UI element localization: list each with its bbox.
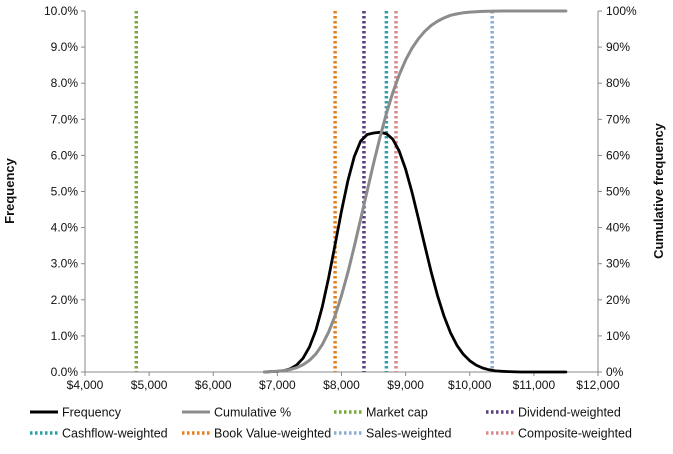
- y-tick-label: 2.0%: [51, 293, 79, 307]
- y2-tick-label: 90%: [606, 40, 630, 54]
- x-tick-label: $6,000: [195, 378, 232, 392]
- legend-label: Cumulative %: [214, 406, 291, 420]
- y2-tick-label: 70%: [606, 112, 630, 126]
- y-tick-label: 5.0%: [51, 185, 79, 199]
- y-tick-label: 1.0%: [51, 329, 79, 343]
- y2-tick-label: 20%: [606, 293, 630, 307]
- y2-tick-label: 100%: [606, 4, 637, 18]
- legend-item-book-value-weighted: Book Value-weighted: [182, 427, 331, 441]
- legend-item-frequency: Frequency: [30, 406, 122, 420]
- legend-item-composite-weighted: Composite-weighted: [486, 427, 632, 441]
- legend-item-sales-weighted: Sales-weighted: [334, 427, 452, 441]
- y2-tick-label: 80%: [606, 76, 630, 90]
- legend-label: Market cap: [366, 406, 428, 420]
- y-tick-label: 7.0%: [51, 112, 79, 126]
- reference-lines-layer: [134, 11, 494, 372]
- legend-item-market-cap: Market cap: [334, 406, 428, 420]
- legend-label: Book Value-weighted: [214, 427, 331, 441]
- legend: Frequency Cumulative % Market cap Dividend-…: [30, 406, 632, 441]
- legend-label: Cashflow-weighted: [62, 427, 168, 441]
- x-tick-label: $8,000: [323, 378, 360, 392]
- y2-tick-label: 30%: [606, 257, 630, 271]
- y2-tick-label: 40%: [606, 221, 630, 235]
- series-layer: [263, 9, 568, 374]
- tick-labels-layer: $4,000 $5,000 $6,000 $7,000 $8,000 $9,000 $10,…: [44, 4, 637, 392]
- x-tick-label: $12,000: [576, 378, 620, 392]
- y2-tick-label: 50%: [606, 185, 630, 199]
- y-tick-label: 4.0%: [51, 221, 79, 235]
- y2-tick-label: 60%: [606, 148, 630, 162]
- legend-label: Sales-weighted: [366, 427, 452, 441]
- y-tick-label: 10.0%: [44, 4, 78, 18]
- series-line-cumulative: [263, 9, 568, 374]
- legend-label: Composite-weighted: [518, 427, 632, 441]
- x-tick-label: $7,000: [259, 378, 296, 392]
- x-tick-label: $10,000: [448, 378, 492, 392]
- legend-label: Frequency: [62, 406, 122, 420]
- x-tick-label: $5,000: [131, 378, 168, 392]
- y-tick-label: 9.0%: [51, 40, 79, 54]
- x-tick-label: $11,000: [513, 378, 556, 392]
- legend-label: Dividend-weighted: [518, 406, 621, 420]
- series-line-frequency: [263, 130, 568, 374]
- y2-tick-label: 10%: [606, 329, 630, 343]
- legend-item-dividend-weighted: Dividend-weighted: [486, 406, 621, 420]
- x-tick-label: $9,000: [387, 378, 424, 392]
- y-axis-title: Frequency: [2, 157, 17, 224]
- y2-tick-label: 0%: [606, 365, 624, 379]
- legend-item-cumulative: Cumulative %: [182, 406, 291, 420]
- y-tick-label: 8.0%: [51, 76, 79, 90]
- legend-item-cashflow-weighted: Cashflow-weighted: [30, 427, 168, 441]
- axes-layer: [81, 10, 602, 376]
- y-tick-label: 3.0%: [51, 257, 79, 271]
- y-tick-label: 0.0%: [51, 365, 79, 379]
- y-tick-label: 6.0%: [51, 148, 79, 162]
- x-tick-label: $4,000: [67, 378, 104, 392]
- y2-axis-title: Cumulative frequency: [651, 122, 666, 259]
